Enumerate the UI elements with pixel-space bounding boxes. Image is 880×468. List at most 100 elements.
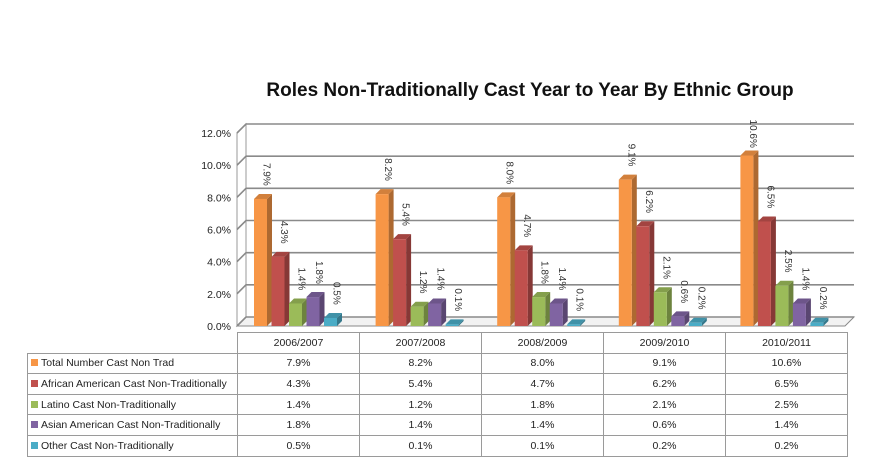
category-label: 2006/2007	[237, 332, 360, 354]
bar	[775, 280, 794, 326]
bar-top	[810, 317, 829, 323]
bar-side	[388, 189, 394, 326]
chart-title: Roles Non-Traditionally Cast Year to Yea…	[266, 80, 794, 101]
bar-front	[306, 297, 320, 326]
bar-side	[423, 301, 429, 326]
bar-side	[701, 317, 707, 326]
data-table: 2006/2007 2007/2008 2008/2009 2009/2010 2010…	[27, 332, 848, 457]
legend-entry: Total Number Cast Non Trad	[27, 352, 238, 375]
table-cell: 1.8%	[481, 393, 604, 416]
bar-side	[510, 192, 516, 326]
bar-top	[549, 298, 568, 304]
bar	[757, 216, 776, 326]
bar-side	[319, 292, 325, 326]
bar-front	[810, 322, 824, 326]
category-label: 2008/2009	[481, 332, 604, 354]
bar-side	[649, 221, 655, 326]
bar-top	[653, 287, 672, 293]
data-label: 0.6%	[678, 280, 689, 303]
bar-front	[514, 250, 528, 326]
table-header-row: 2006/2007 2007/2008 2008/2009 2009/2010 2010…	[28, 332, 848, 354]
bar-top	[254, 193, 272, 199]
table-cell: 4.7%	[481, 373, 604, 395]
series-name: Other Cast Non-Traditionally	[41, 439, 174, 452]
bar	[618, 174, 637, 326]
bar-top	[775, 280, 794, 286]
y-tick-label: 12.0%	[201, 128, 231, 140]
bar-top	[618, 174, 637, 180]
table-cell: 1.4%	[725, 414, 848, 436]
bar	[740, 150, 759, 326]
bar	[549, 298, 568, 326]
data-label: 1.2%	[417, 271, 428, 294]
table-cell: 7.9%	[237, 352, 360, 375]
data-label: 9.1%	[625, 144, 636, 167]
table-row: African American Cast Non-Traditionally 4…	[27, 373, 848, 395]
table-row: Latino Cast Non-Traditionally 1.4% 1.2% 1.8…	[27, 393, 848, 416]
bar-top	[497, 192, 516, 198]
bar-top	[757, 216, 776, 222]
legend-entry: Other Cast Non-Traditionally	[27, 434, 238, 457]
bar	[254, 193, 272, 326]
bar-front	[324, 317, 337, 326]
data-label: 0.5%	[331, 282, 342, 305]
gridline	[236, 155, 854, 166]
data-label: 8.2%	[382, 158, 393, 181]
series-name: African American Cast Non-Traditionally	[41, 377, 227, 390]
bar-side	[823, 317, 829, 326]
table-cell: 0.5%	[237, 434, 360, 457]
bar-side	[302, 298, 307, 326]
table-cell: 1.4%	[481, 414, 604, 436]
table-cell: 8.2%	[359, 352, 482, 375]
table-row: Asian American Cast Non-Traditionally 1.8…	[27, 414, 848, 436]
bar-side	[753, 150, 759, 326]
table-cell: 8.0%	[481, 352, 604, 375]
bar	[532, 292, 551, 326]
bar-front	[688, 322, 702, 326]
bar-front	[671, 316, 685, 326]
data-label: 7.9%	[261, 163, 272, 186]
bar-front	[775, 285, 789, 326]
bar-front	[375, 194, 389, 326]
bar-top	[445, 319, 464, 325]
bar-front	[792, 303, 806, 326]
gridline	[236, 123, 854, 134]
bar-front	[445, 324, 459, 326]
series-name: Latino Cast Non-Traditionally	[41, 398, 177, 411]
bar	[428, 298, 447, 326]
data-label: 0.2%	[695, 287, 706, 310]
bar-top	[271, 251, 290, 257]
legend-entry: Latino Cast Non-Traditionally	[27, 393, 238, 416]
bar-side	[562, 298, 568, 326]
data-label: 1.8%	[313, 261, 324, 284]
category-label: 2009/2010	[603, 332, 726, 354]
data-label: 0.1%	[452, 288, 463, 311]
bar-front	[740, 155, 754, 326]
table-cell: 5.4%	[359, 373, 482, 395]
bar	[567, 319, 586, 326]
table-cell: 0.1%	[359, 434, 482, 457]
bar	[653, 287, 672, 326]
table-cell: 2.1%	[603, 393, 726, 416]
table-cell: 6.5%	[725, 373, 848, 395]
gridline	[236, 187, 854, 198]
table-cell: 1.4%	[237, 393, 360, 416]
y-tick-label: 4.0%	[207, 257, 231, 269]
bar	[375, 189, 394, 326]
bar	[289, 298, 307, 326]
data-label: 4.3%	[278, 221, 289, 244]
bar-top	[306, 292, 325, 298]
table-row: Total Number Cast Non Trad 7.9% 8.2% 8.0% 9.…	[27, 352, 848, 375]
table-cell: 1.2%	[359, 393, 482, 416]
data-label: 6.2%	[643, 190, 654, 213]
data-label: 8.0%	[504, 161, 515, 184]
bar-front	[410, 306, 424, 326]
bar-side	[770, 216, 776, 326]
legend-swatch	[31, 421, 38, 429]
gridline	[236, 219, 854, 231]
data-label: 1.4%	[556, 267, 567, 290]
data-label: 2.1%	[660, 256, 671, 279]
bar-top	[671, 311, 690, 317]
table-cell: 9.1%	[603, 352, 726, 375]
bar	[792, 298, 811, 326]
